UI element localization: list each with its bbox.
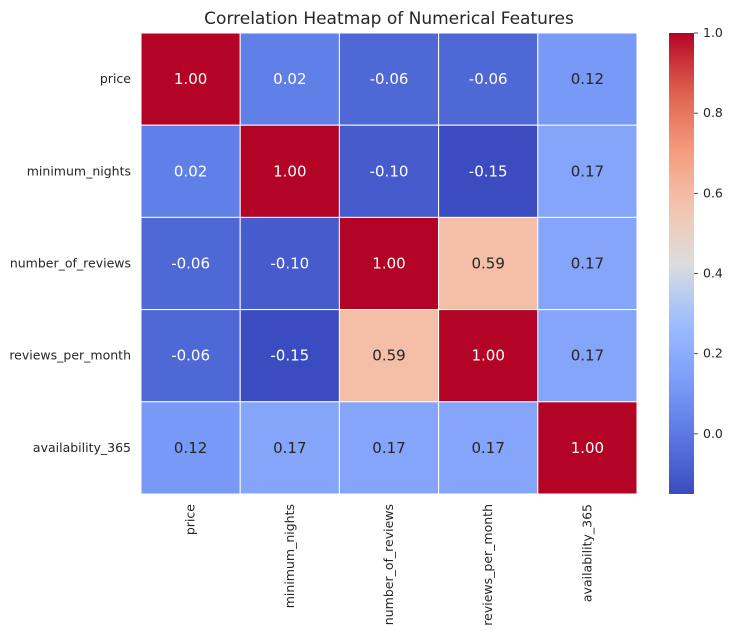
colorbar-tick-label: 0.8 xyxy=(703,105,723,120)
cell-value-label: 0.02 xyxy=(273,70,306,88)
y-tick-label: minimum_nights xyxy=(27,163,131,178)
cell-value-label: -0.10 xyxy=(370,162,409,180)
heatmap-cell xyxy=(537,216,638,311)
heatmap-cell xyxy=(438,32,539,126)
cell-value-label: 0.17 xyxy=(571,162,604,180)
cell-value-label: -0.15 xyxy=(270,347,309,365)
cell-value-label: 1.00 xyxy=(372,255,405,273)
heatmap-cell xyxy=(140,124,241,218)
cell-value-label: -0.10 xyxy=(270,255,309,273)
cell-value-label: 1.00 xyxy=(273,162,306,180)
cell-value-label: -0.06 xyxy=(469,70,508,88)
cell-value-label: 0.59 xyxy=(372,347,405,365)
cell-value-label: 0.17 xyxy=(273,439,306,457)
chart-title: Correlation Heatmap of Numerical Feature… xyxy=(204,9,574,29)
heatmap-cell xyxy=(239,309,340,403)
cell-value-label: 0.12 xyxy=(174,439,207,457)
colorbar-gradient xyxy=(669,33,694,494)
cell-value-label: 1.00 xyxy=(471,347,504,365)
y-tick-label: reviews_per_month xyxy=(9,348,131,363)
cell-value-label: 0.59 xyxy=(471,255,504,273)
y-tick-label: number_of_reviews xyxy=(10,256,131,271)
cell-value-label: 1.00 xyxy=(174,70,207,88)
heatmap-cell xyxy=(537,124,638,218)
heatmap-cell xyxy=(338,216,440,311)
cell-value-label: -0.06 xyxy=(370,70,409,88)
heatmap-cell xyxy=(239,32,340,126)
colorbar-tick-label: 0.0 xyxy=(703,426,723,441)
cell-value-label: 0.17 xyxy=(471,439,504,457)
heatmap-cell xyxy=(537,401,638,495)
heatmap-cell xyxy=(537,309,638,403)
colorbar-tick-label: 1.0 xyxy=(703,25,723,40)
cell-value-label: 0.12 xyxy=(571,70,604,88)
x-tick-label: availability_365 xyxy=(579,504,594,602)
colorbar-tick-label: 0.2 xyxy=(703,346,723,361)
cell-value-label: 1.00 xyxy=(571,439,604,457)
heatmap-cell xyxy=(140,401,241,495)
heatmap-cell xyxy=(239,216,340,311)
cell-value-label: -0.06 xyxy=(171,347,210,365)
heatmap-cell xyxy=(338,124,440,218)
y-tick-label: availability_365 xyxy=(33,440,131,455)
x-tick-label: minimum_nights xyxy=(282,504,297,608)
colorbar: 0.0 0.2 0.4 0.6 0.8 1.0 xyxy=(669,25,723,494)
cell-value-label: 0.02 xyxy=(174,162,207,180)
heatmap-cell xyxy=(338,309,440,403)
heatmap-cell xyxy=(140,32,241,126)
heatmap-cell xyxy=(537,32,638,126)
cell-value-label: 0.17 xyxy=(571,255,604,273)
heatmap-cell xyxy=(438,309,539,403)
colorbar-tick-label: 0.6 xyxy=(703,185,723,200)
x-tick-label: reviews_per_month xyxy=(480,504,495,626)
heatmap-cell xyxy=(239,401,340,495)
x-tick-labels: price minimum_nights number_of_reviews revi… xyxy=(183,504,595,626)
y-tick-labels: price minimum_nights number_of_reviewsrevi… xyxy=(9,71,131,455)
y-tick-label: price xyxy=(100,71,131,86)
heatmap-cell xyxy=(338,401,440,495)
cell-value-label: -0.06 xyxy=(171,255,210,273)
heatmap-cells: 1.00 0.02 -0.06 -0.06 0.12 0.02 1.00 -0.10 -0.15… xyxy=(140,32,638,495)
cell-value-label: -0.15 xyxy=(469,162,508,180)
colorbar-ticks: 0.0 0.2 0.4 0.6 0.8 1.0 xyxy=(694,25,723,441)
x-tick-label: number_of_reviews xyxy=(381,504,396,625)
x-tick-label: price xyxy=(183,504,198,535)
cell-value-label: 0.17 xyxy=(372,439,405,457)
colorbar-tick-label: 0.4 xyxy=(703,266,723,281)
heatmap-cell xyxy=(438,216,539,311)
heatmap-cell xyxy=(338,32,440,126)
heatmap-cell xyxy=(140,309,241,403)
cell-value-label: 0.17 xyxy=(571,347,604,365)
